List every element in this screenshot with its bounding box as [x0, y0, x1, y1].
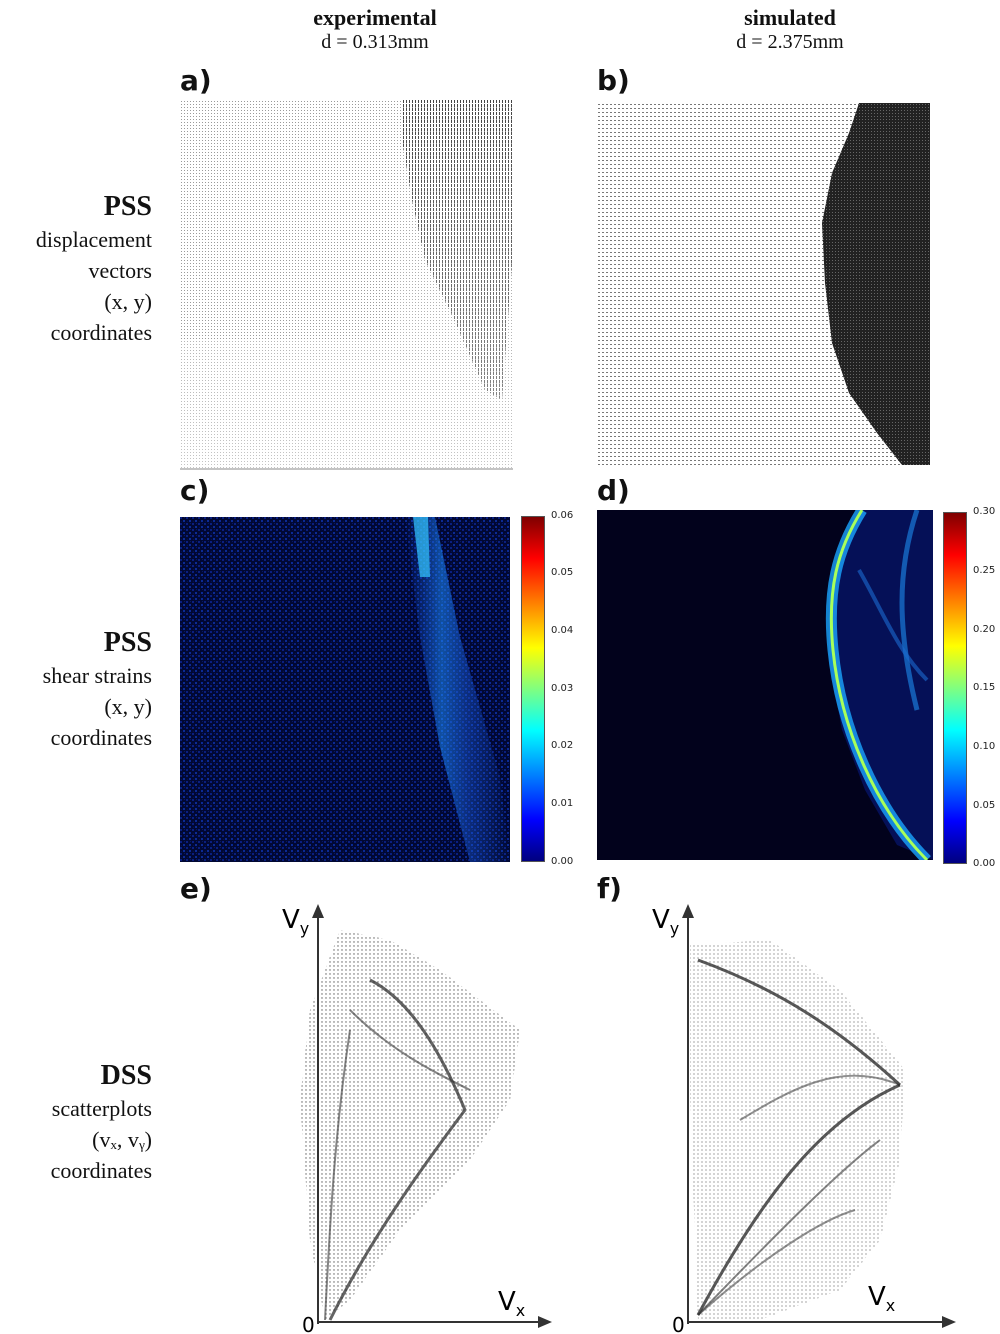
- shear-band-secondary: [857, 569, 929, 682]
- vy-axis-label: Vy: [652, 905, 679, 938]
- column-subtitle: d = 0.313mm: [321, 31, 429, 53]
- row-label-displacement: PSS displacement vectors (x, y) coordina…: [36, 190, 152, 348]
- vy-axis-arrow: [682, 904, 694, 918]
- scatter-ridge: [324, 1029, 351, 1321]
- scatter-ridge: [369, 978, 467, 1111]
- scatterplot: Vy Vx 0: [652, 904, 956, 1334]
- column-header-experimental: experimental d = 0.313mm: [225, 6, 525, 54]
- scatter-ridge: [328, 1109, 467, 1321]
- colorbar-tick: 0.05: [551, 567, 574, 578]
- panel-label-e: e): [180, 872, 212, 905]
- row-line: displacement: [35, 227, 152, 252]
- vx-axis-label: Vx: [868, 1282, 895, 1315]
- displacement-field-simulated: [597, 103, 930, 465]
- row-line: shear strains: [42, 663, 152, 688]
- scatter-cloud: [300, 930, 520, 1320]
- colorbar-tick: 0.05: [973, 800, 996, 811]
- row-line: coordinates: [50, 320, 152, 345]
- row-line: (vₓ, vᵧ): [92, 1127, 152, 1152]
- scatter-ridge: [697, 1209, 856, 1316]
- origin-label: 0: [672, 1313, 685, 1334]
- colorbar-gradient: [521, 516, 545, 862]
- row-line: scatterplots: [51, 1096, 152, 1121]
- shear-band: [829, 510, 929, 860]
- colorbar-tick: 0.00: [551, 856, 574, 867]
- shear-strain-simulated: [597, 510, 933, 860]
- scatter-ridge: [739, 1074, 901, 1121]
- panel-label-a: a): [180, 64, 212, 97]
- row-title: DSS: [100, 1060, 152, 1091]
- scatterplot: Vy Vx 0: [282, 904, 552, 1334]
- scatter-ridge: [696, 1083, 901, 1316]
- column-title: simulated: [744, 5, 836, 30]
- fade-overlay: [180, 100, 513, 470]
- scatter-cloud: [690, 940, 905, 1320]
- row-line: coordinates: [50, 725, 152, 750]
- displacement-field-experimental: [180, 100, 513, 470]
- colorbar-tick: 0.10: [973, 741, 996, 752]
- shear-strain-map: [597, 510, 933, 860]
- colorbar-tick: 0.02: [551, 740, 574, 751]
- row-label-scatter: DSS scatterplots (vₓ, vᵧ) coordinates: [51, 1059, 152, 1186]
- scatter-ridge: [349, 1009, 471, 1091]
- shear-band: [405, 517, 510, 862]
- deforming-region: [829, 510, 933, 860]
- column-header-simulated: simulated d = 2.375mm: [640, 6, 940, 54]
- colorbar-tick: 0.01: [551, 798, 574, 809]
- row-line: (x, y): [104, 694, 152, 719]
- panel-label-f: f): [597, 872, 622, 905]
- vy-axis-label: Vy: [282, 905, 309, 938]
- column-title: experimental: [313, 5, 437, 30]
- colorbar-tick: 0.30: [973, 506, 996, 517]
- column-subtitle: d = 2.375mm: [736, 31, 844, 53]
- row-label-shear: PSS shear strains (x, y) coordinates: [43, 626, 152, 753]
- scatter-ridge: [697, 958, 902, 1087]
- displacement-field-plot: [180, 100, 513, 470]
- colorbar-tick: 0.03: [551, 683, 574, 694]
- scatter-ridge: [697, 1139, 881, 1316]
- panel-label-d: d): [597, 474, 630, 507]
- shear-strain-map: [180, 517, 510, 862]
- row-title: PSS: [103, 191, 152, 222]
- shear-band-peak: [413, 517, 430, 577]
- vx-axis-arrow: [942, 1316, 956, 1328]
- row-title: PSS: [103, 627, 152, 658]
- vy-axis-arrow: [312, 904, 324, 918]
- colorbar-tick: 0.00: [973, 858, 996, 869]
- colorbar-tick: 0.15: [973, 682, 996, 693]
- displacement-field-plot: [597, 103, 930, 465]
- row-line: coordinates: [50, 1158, 152, 1183]
- colorbar-tick: 0.06: [551, 510, 574, 521]
- colorbar-gradient: [943, 512, 967, 864]
- colorbar-experimental: [521, 516, 545, 862]
- shear-strain-experimental: [180, 517, 510, 862]
- colorbar-tick: 0.20: [973, 624, 996, 635]
- panel-label-c: c): [180, 474, 210, 507]
- colorbar-tick: 0.25: [973, 565, 996, 576]
- row-line: (x, y): [104, 289, 152, 314]
- panel-label-b: b): [597, 64, 630, 97]
- row-line: vectors: [88, 258, 152, 283]
- colorbar-simulated: [943, 512, 967, 864]
- origin-label: 0: [302, 1313, 315, 1334]
- shear-band-secondary: [899, 510, 920, 711]
- scatterplot-simulated: Vy Vx 0: [640, 900, 990, 1334]
- vx-axis-arrow: [538, 1316, 552, 1328]
- vx-axis-label: Vx: [498, 1287, 525, 1320]
- colorbar-tick: 0.04: [551, 625, 574, 636]
- moving-region: [822, 103, 930, 465]
- scatterplot-experimental: Vy Vx 0: [240, 900, 560, 1334]
